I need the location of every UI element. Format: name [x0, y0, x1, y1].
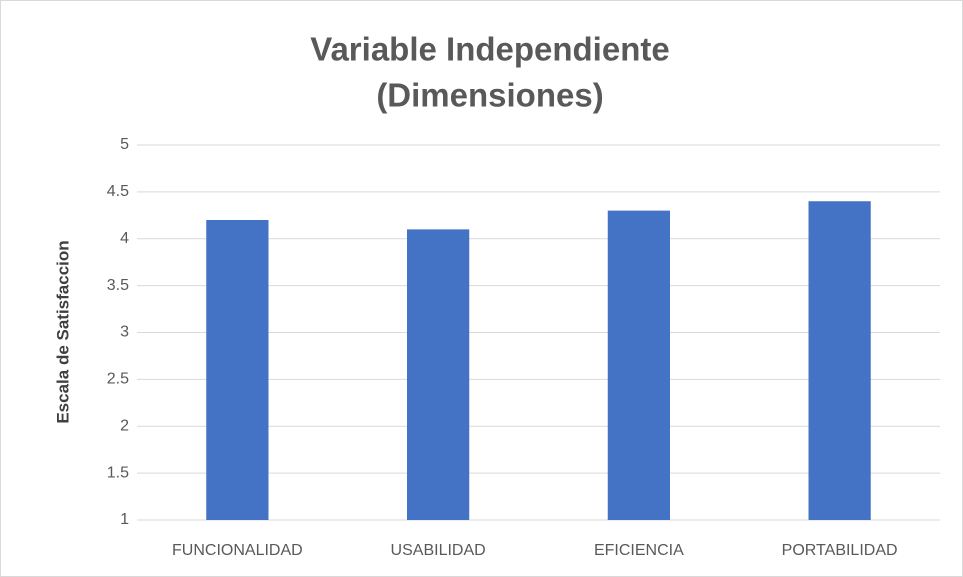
y-tick-label: 4.5: [107, 183, 129, 200]
x-tick-label: PORTABILIDAD: [782, 542, 898, 559]
bar: [808, 201, 871, 520]
y-tick-label: 1.5: [107, 464, 129, 481]
bar: [607, 210, 670, 520]
x-tick-label: USABILIDAD: [391, 542, 486, 559]
y-tick-label: 2.5: [107, 371, 129, 388]
y-axis-label: Escala de Satisfaccion: [53, 240, 72, 423]
bar: [206, 220, 269, 520]
y-tick-label: 3.5: [107, 277, 129, 294]
y-tick-label: 2: [120, 417, 129, 434]
y-tick-label: 1: [120, 511, 129, 528]
x-tick-label: FUNCIONALIDAD: [172, 542, 303, 559]
y-tick-label: 3: [120, 324, 129, 341]
bar: [407, 229, 470, 520]
y-tick-label: 4: [120, 230, 129, 247]
chart-title: (Dimensiones): [376, 77, 603, 114]
x-tick-label: EFICIENCIA: [594, 542, 684, 559]
y-tick-label: 5: [120, 136, 129, 153]
chart-title: Variable Independiente: [310, 31, 669, 68]
